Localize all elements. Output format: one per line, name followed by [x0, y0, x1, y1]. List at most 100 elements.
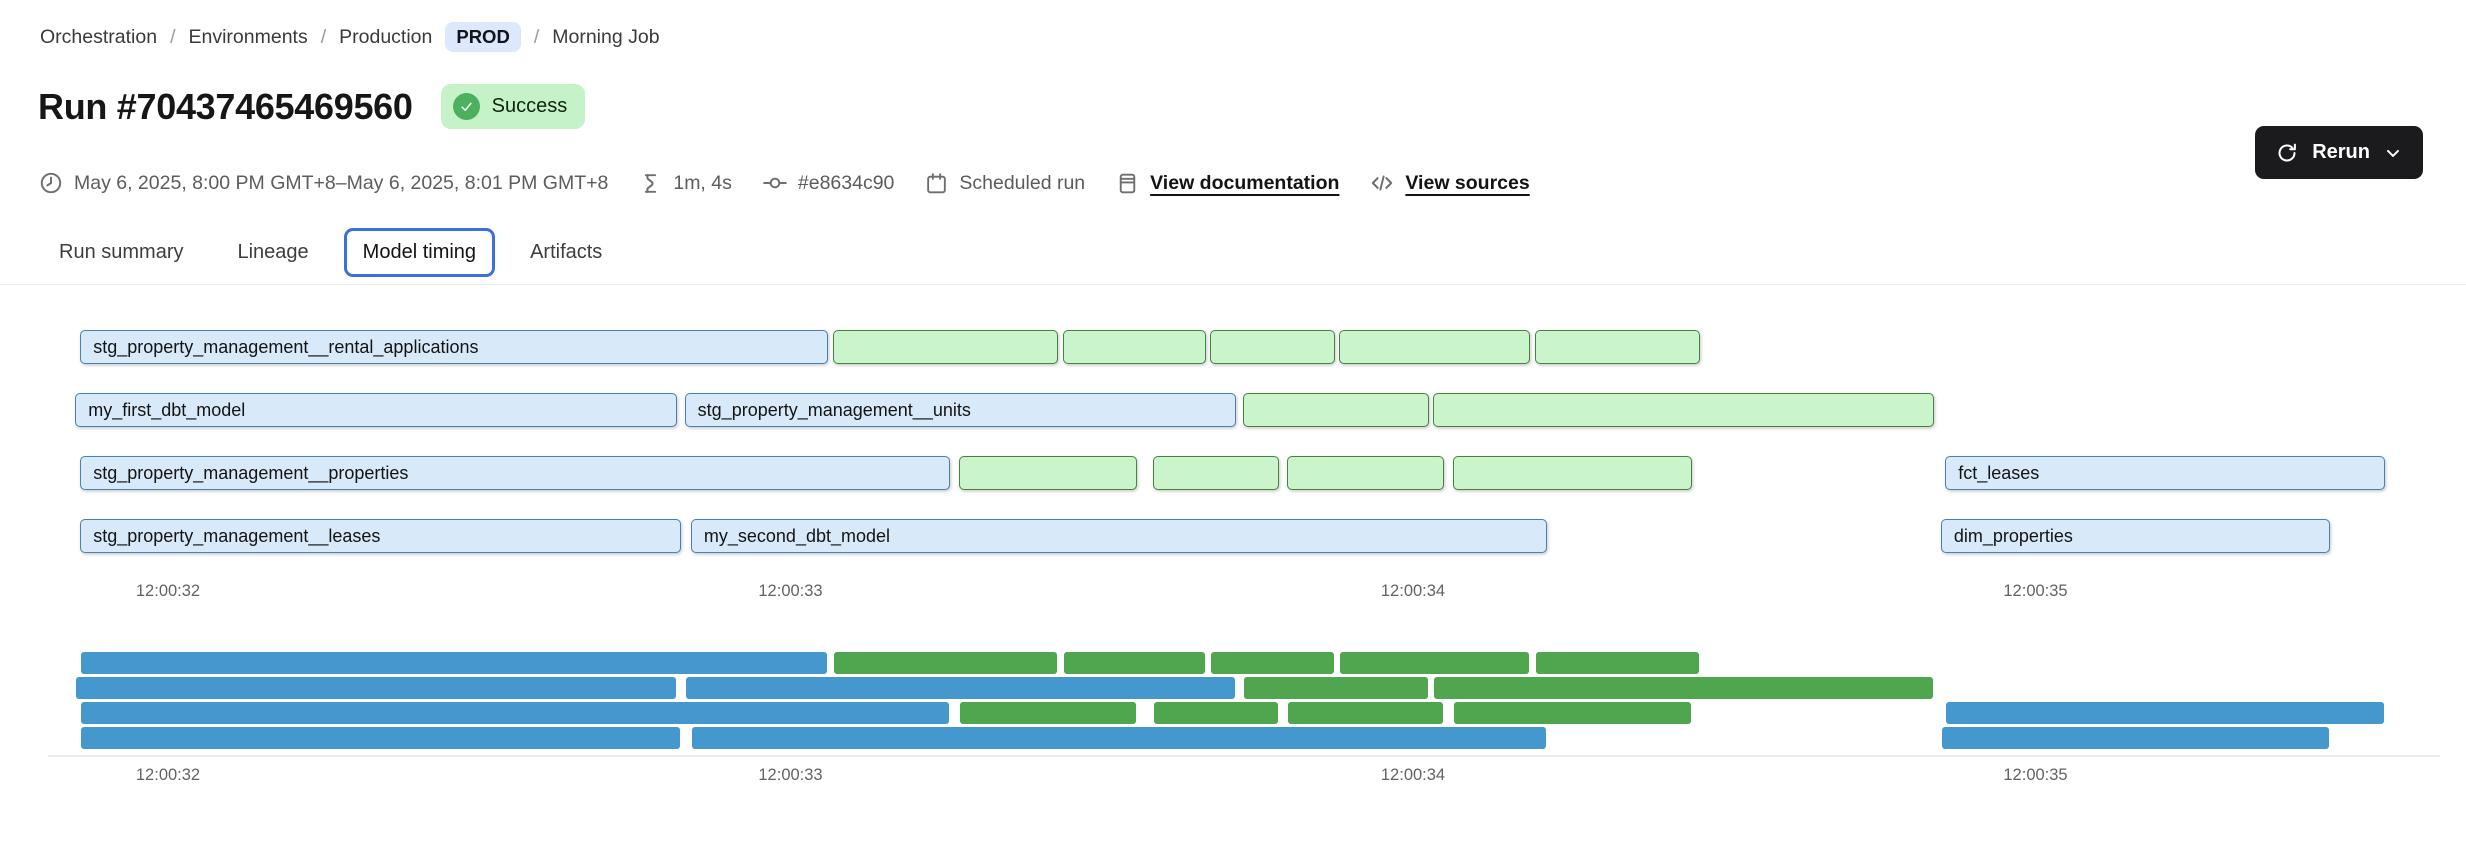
minimap-bar[interactable] — [81, 652, 827, 674]
view-sources[interactable]: View sources — [1369, 170, 1530, 196]
commit-sha-text: #e8634c90 — [797, 171, 895, 194]
minimap-bar[interactable] — [81, 727, 680, 749]
tab-artifacts[interactable]: Artifacts — [530, 241, 603, 263]
minimap-bar[interactable] — [1211, 652, 1335, 674]
tab-bar: Run summary Lineage Model timing Artifac… — [40, 228, 621, 277]
gantt-bar-label: stg_property_management__units — [697, 399, 971, 420]
calendar-icon — [927, 172, 947, 193]
view-documentation[interactable]: View documentation — [1115, 171, 1339, 196]
gantt-bar-stg_property_management__rental_applications[interactable]: stg_property_management__rental_applicat… — [80, 330, 828, 364]
minimap-divider — [48, 755, 2440, 757]
tab-run-summary[interactable]: Run summary — [59, 241, 184, 263]
rerun-button-label: Rerun — [2312, 141, 2370, 163]
minimap-bar[interactable] — [1287, 702, 1444, 724]
axis-tick-label: 12:00:35 — [2003, 766, 2068, 784]
breadcrumb-item-morning-job[interactable]: Morning Job — [552, 25, 660, 48]
minimap-bar[interactable] — [76, 677, 677, 699]
breadcrumb-separator: / — [320, 25, 327, 48]
breadcrumb-item-production[interactable]: Production — [339, 25, 433, 48]
gantt-bar-label: stg_property_management__properties — [93, 462, 409, 483]
axis-tick-label: 12:00:32 — [135, 766, 201, 784]
gantt-bar-label: my_second_dbt_model — [703, 525, 891, 546]
axis-tick-label: 12:00:34 — [1380, 766, 1446, 784]
view-sources-link[interactable]: View sources — [1405, 171, 1530, 194]
minimap-bar[interactable] — [1941, 727, 2329, 749]
minimap-bar[interactable] — [1433, 677, 1934, 699]
gantt-bar-dim_properties[interactable]: dim_properties — [1940, 519, 2330, 553]
gantt-bar-my_first_dbt_model[interactable]: my_first_dbt_model — [75, 393, 678, 427]
run-trigger-text: Scheduled run — [959, 171, 1086, 194]
gantt-bar[interactable] — [1063, 330, 1206, 364]
minimap-bar[interactable] — [833, 652, 1058, 674]
breadcrumb-item-environments[interactable]: Environments — [188, 25, 308, 48]
minimap-bar[interactable] — [1153, 702, 1279, 724]
minimap-bar[interactable] — [1339, 652, 1530, 674]
minimap-bar[interactable] — [1536, 652, 1699, 674]
gantt-bar-label: fct_leases — [1958, 462, 2040, 483]
document-icon — [1119, 173, 1136, 193]
environment-badge: PROD — [445, 22, 521, 52]
commit-icon — [763, 177, 787, 189]
rerun-button[interactable]: Rerun — [2255, 126, 2423, 179]
gantt-bar[interactable] — [959, 456, 1138, 490]
hourglass-icon — [645, 173, 657, 193]
gantt-bar[interactable] — [1243, 393, 1430, 427]
breadcrumb-separator: / — [533, 25, 540, 48]
breadcrumb: Orchestration / Environments / Productio… — [40, 22, 660, 52]
axis-tick-label: 12:00:32 — [135, 582, 201, 600]
code-icon — [1372, 175, 1393, 191]
gantt-time-axis: 12:00:32 12:00:33 12:00:34 12:00:35 — [0, 582, 2466, 604]
gantt-bar-label: stg_property_management__rental_applicat… — [93, 336, 479, 357]
minimap-bar[interactable] — [1244, 677, 1429, 699]
gantt-bar[interactable] — [1535, 330, 1700, 364]
run-time-range: May 6, 2025, 8:00 PM GMT+8–May 6, 2025, … — [38, 170, 608, 196]
gantt-bar[interactable] — [1286, 456, 1445, 490]
gantt-minimap[interactable] — [0, 652, 2466, 752]
breadcrumb-item-orchestration[interactable]: Orchestration — [40, 25, 158, 48]
run-time-range-text: May 6, 2025, 8:00 PM GMT+8–May 6, 2025, … — [74, 171, 609, 194]
title-row: Run #70437465469560 Success — [38, 84, 586, 129]
gantt-bar[interactable] — [1452, 456, 1692, 490]
gantt-bar-label: dim_properties — [1953, 525, 2073, 546]
minimap-bar[interactable] — [960, 702, 1137, 724]
gantt-bar-stg_property_management__units[interactable]: stg_property_management__units — [684, 393, 1237, 427]
minimap-bar[interactable] — [81, 702, 949, 724]
gantt-bar-my_second_dbt_model[interactable]: my_second_dbt_model — [690, 519, 1547, 553]
status-badge: Success — [440, 84, 586, 129]
gantt-bar-fct_leases[interactable]: fct_leases — [1945, 456, 2386, 490]
minimap-bar[interactable] — [1064, 652, 1205, 674]
tab-model-timing[interactable]: Model timing — [343, 228, 496, 277]
axis-tick-label: 12:00:35 — [2003, 582, 2068, 600]
clock-icon — [40, 172, 62, 194]
page-title: Run #70437465469560 — [38, 85, 413, 127]
gantt-bar[interactable] — [832, 330, 1059, 364]
axis-tick-label: 12:00:34 — [1380, 582, 1446, 600]
status-badge-label: Success — [491, 95, 568, 117]
minimap-bar[interactable] — [1453, 702, 1691, 724]
view-documentation-link[interactable]: View documentation — [1150, 171, 1340, 194]
run-duration-text: 1m, 4s — [673, 171, 732, 194]
gantt-bar[interactable] — [1152, 456, 1280, 490]
run-meta-row: May 6, 2025, 8:00 PM GMT+8–May 6, 2025, … — [38, 170, 1530, 196]
breadcrumb-separator: / — [170, 25, 176, 48]
minimap-time-axis: 12:00:32 12:00:33 12:00:34 12:00:35 — [0, 766, 2466, 788]
axis-tick-label: 12:00:33 — [758, 582, 823, 600]
minimap-bar[interactable] — [685, 677, 1236, 699]
minimap-bar[interactable] — [1946, 702, 2385, 724]
gantt-bar-stg_property_management__leases[interactable]: stg_property_management__leases — [80, 519, 681, 553]
commit-sha: #e8634c90 — [762, 170, 895, 196]
run-trigger: Scheduled run — [924, 171, 1085, 196]
gantt-bar-label: my_first_dbt_model — [88, 399, 246, 420]
gantt-bar[interactable] — [1432, 393, 1935, 427]
refresh-icon — [2278, 143, 2297, 161]
gantt-bar-stg_property_management__properties[interactable]: stg_property_management__properties — [80, 456, 950, 490]
gantt-bar-label: stg_property_management__leases — [93, 525, 381, 546]
minimap-bar[interactable] — [691, 727, 1546, 749]
tab-lineage[interactable]: Lineage — [237, 241, 309, 263]
gantt-bar[interactable] — [1338, 330, 1531, 364]
success-check-icon — [452, 93, 480, 120]
tabs-divider — [0, 284, 2466, 285]
gantt-bar[interactable] — [1210, 330, 1336, 364]
model-timing-gantt: stg_property_management__rental_applicat… — [0, 330, 2466, 586]
